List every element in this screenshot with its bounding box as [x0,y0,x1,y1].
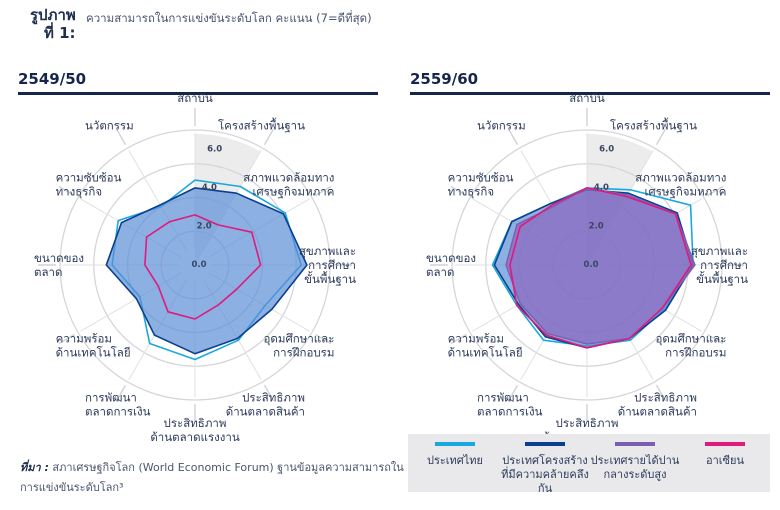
figure-label-line2: ที่ 1: [44,24,76,42]
figure-label: รูปภาพ ที่ 1: [30,6,76,42]
label-leader [115,385,127,402]
axis-label: การพัฒนาตลาดการเงิน [85,390,151,418]
legend-swatch [435,442,475,446]
axis-label: นวัตกรรม [477,119,526,133]
tick-label: 0.0 [191,260,206,270]
legend-label: ประเทศรายได้ปานกลางระดับสูง [590,454,680,481]
legend-swatch [615,442,655,446]
axis-label: ความซับซ้อนทางธุรกิจ [56,171,122,199]
axis-label: ขนาดของตลาด [426,251,476,279]
tick-label: 4.0 [202,183,217,193]
label-leader [450,333,467,345]
series-asean [509,187,692,349]
axis-label: การพัฒนาตลาดการเงิน [477,390,543,418]
legend-item-asean: อาเซียน [680,442,770,468]
series-asean [144,214,262,320]
legend-swatch [525,442,565,446]
series-thailand [111,179,302,361]
panel-rule-left [18,92,378,95]
series-similar-structure [105,187,308,355]
axis-label: ประสิทธิภาพด้านตลาดสินค้า [226,390,305,418]
axis-label: สุขภาพและการศึกษาขั้นพื้นฐาน [691,244,748,286]
label-leader [507,385,519,402]
figure-caption: ความสามารถในการแข่งขันระดับโลก คะแนน (7=… [86,11,372,25]
axis-label: อุดมศึกษาและการฝึกอบรม [264,332,335,360]
label-leader [707,185,724,197]
source-prefix: ที่มา : [20,461,49,474]
label-leader [315,185,332,197]
source-note: ที่มา : สภาเศรษฐกิจโลก (World Economic F… [20,458,405,498]
label-leader [450,185,467,197]
label-leader [315,333,332,345]
radar-chart-2549: 0.0 2.0 4.0 6.0 สถาบันโครงสร้างพื้นฐานสภาพแว… [34,91,356,444]
label-leader [655,385,667,402]
axis-label: อุดมศึกษาและการฝึกอบรม [656,332,727,360]
label-leader [263,385,275,402]
tick-label: 2.0 [589,221,604,231]
legend-item-thailand: ประเทศไทย [410,442,500,468]
label-leader [58,185,75,197]
grid-circle-4 [451,129,723,401]
chart-legend: ประเทศไทย ประเทศโครงสร้างที่มีความคล้ายค… [408,434,770,495]
axis-label: โครงสร้างพื้นฐาน [610,118,697,133]
axis-label: ประสิทธิภาพด้านตลาดสินค้า [618,390,697,418]
axis-label: ขนาดของตลาด [34,251,84,279]
panel-title-right: 2559/60 [410,70,479,88]
tick-label: 6.0 [599,144,614,154]
panel-title-left: 2549/50 [18,70,87,88]
panel-rule-right [410,92,770,95]
legend-label: ประเทศโครงสร้างที่มีความคล้ายคลึงกัน [501,454,589,495]
label-leader [263,128,275,145]
axis-label: นวัตกรรม [85,119,134,133]
axis-label: สถาบัน [177,91,213,105]
tick-label: 4.0 [594,183,609,193]
legend-label: ประเทศไทย [426,454,484,467]
legend-item-similar-structure: ประเทศโครงสร้างที่มีความคล้ายคลึงกัน [500,442,590,496]
tick-label: 0.0 [583,260,598,270]
axis-label: สภาพแวดล้อมทางเศรษฐกิจมหภาค [243,171,334,199]
label-leader [655,128,667,145]
legend-label: อาเซียน [706,454,744,467]
axis-label: ความพร้อมด้านเทคโนโลยี [56,332,131,360]
figure-label-line1: รูปภาพ [30,6,76,24]
tick-label: 2.0 [197,221,212,231]
grid-circle-4 [59,129,331,401]
label-leader [58,333,75,345]
legend-item-upper-middle-income: ประเทศรายได้ปานกลางระดับสูง [590,442,680,482]
label-leader [507,128,519,145]
axis-label: โครงสร้างพื้นฐาน [218,118,305,133]
label-leader [115,128,127,145]
label-leader [707,333,724,345]
axis-label: ความซับซ้อนทางธุรกิจ [448,171,514,199]
radar-chart-2559: 0.0 2.0 4.0 6.0 สถาบันโครงสร้างพื้นฐานสภาพแว… [426,91,748,444]
axis-label: ความพร้อมด้านเทคโนโลยี [448,332,523,360]
source-text: สภาเศรษฐกิจโลก (World Economic Forum) ฐา… [20,461,404,494]
axis-label: สภาพแวดล้อมทางเศรษฐกิจมหภาค [635,171,726,199]
axis-label: ประสิทธิภาพด้านตลาดแรงงาน [150,416,240,444]
legend-swatch [705,442,745,446]
axis-label: สุขภาพและการศึกษาขั้นพื้นฐาน [299,244,356,286]
axis-label: สถาบัน [569,91,605,105]
tick-label: 6.0 [207,144,222,154]
